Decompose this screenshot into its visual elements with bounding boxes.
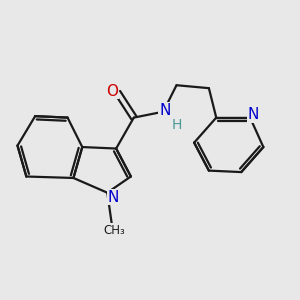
Text: N: N bbox=[248, 107, 259, 122]
Text: O: O bbox=[106, 84, 118, 99]
Text: N: N bbox=[159, 103, 170, 118]
Text: H: H bbox=[171, 118, 182, 132]
Text: CH₃: CH₃ bbox=[104, 224, 125, 237]
Text: N: N bbox=[107, 190, 119, 205]
